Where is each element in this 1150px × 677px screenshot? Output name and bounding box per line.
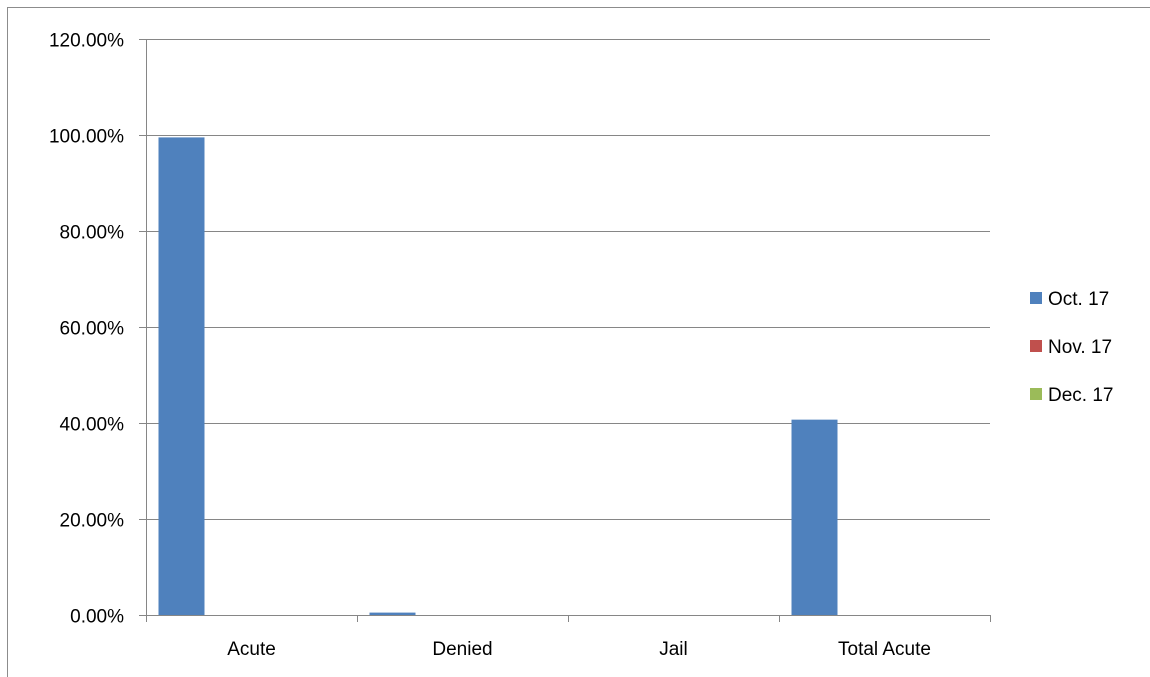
legend-swatch	[1030, 292, 1042, 304]
legend-label: Oct. 17	[1048, 289, 1109, 310]
bar	[158, 137, 205, 615]
bars	[158, 137, 838, 615]
y-tick-label: 40.00%	[60, 415, 125, 436]
y-tick-label: 60.00%	[60, 319, 125, 340]
x-tick-label: Acute	[227, 639, 276, 660]
gridlines	[146, 39, 990, 520]
bar	[369, 612, 416, 615]
x-tick-label: Denied	[432, 639, 492, 660]
x-tick-labels: Acute Denied Jail Total Acute	[227, 639, 931, 660]
y-tick-label: 0.00%	[70, 607, 124, 628]
legend-label: Nov. 17	[1048, 337, 1112, 358]
chart-frame	[7, 7, 1150, 677]
y-tick-label: 100.00%	[49, 127, 124, 148]
x-tick-label: Total Acute	[838, 639, 931, 660]
x-tick-label: Jail	[659, 639, 688, 660]
legend: Oct. 17 Nov. 17 Dec. 17	[1030, 289, 1113, 406]
bar	[791, 419, 838, 615]
y-tick-label: 80.00%	[60, 223, 125, 244]
legend-swatch	[1030, 340, 1042, 352]
y-tick-label: 20.00%	[60, 511, 125, 532]
y-tick-labels: 0.00% 20.00% 40.00% 60.00% 80.00% 100.00% 120.…	[49, 31, 124, 628]
axes	[139, 39, 991, 622]
legend-label: Dec. 17	[1048, 385, 1113, 406]
legend-swatch	[1030, 388, 1042, 400]
y-tick-label: 120.00%	[49, 31, 124, 52]
